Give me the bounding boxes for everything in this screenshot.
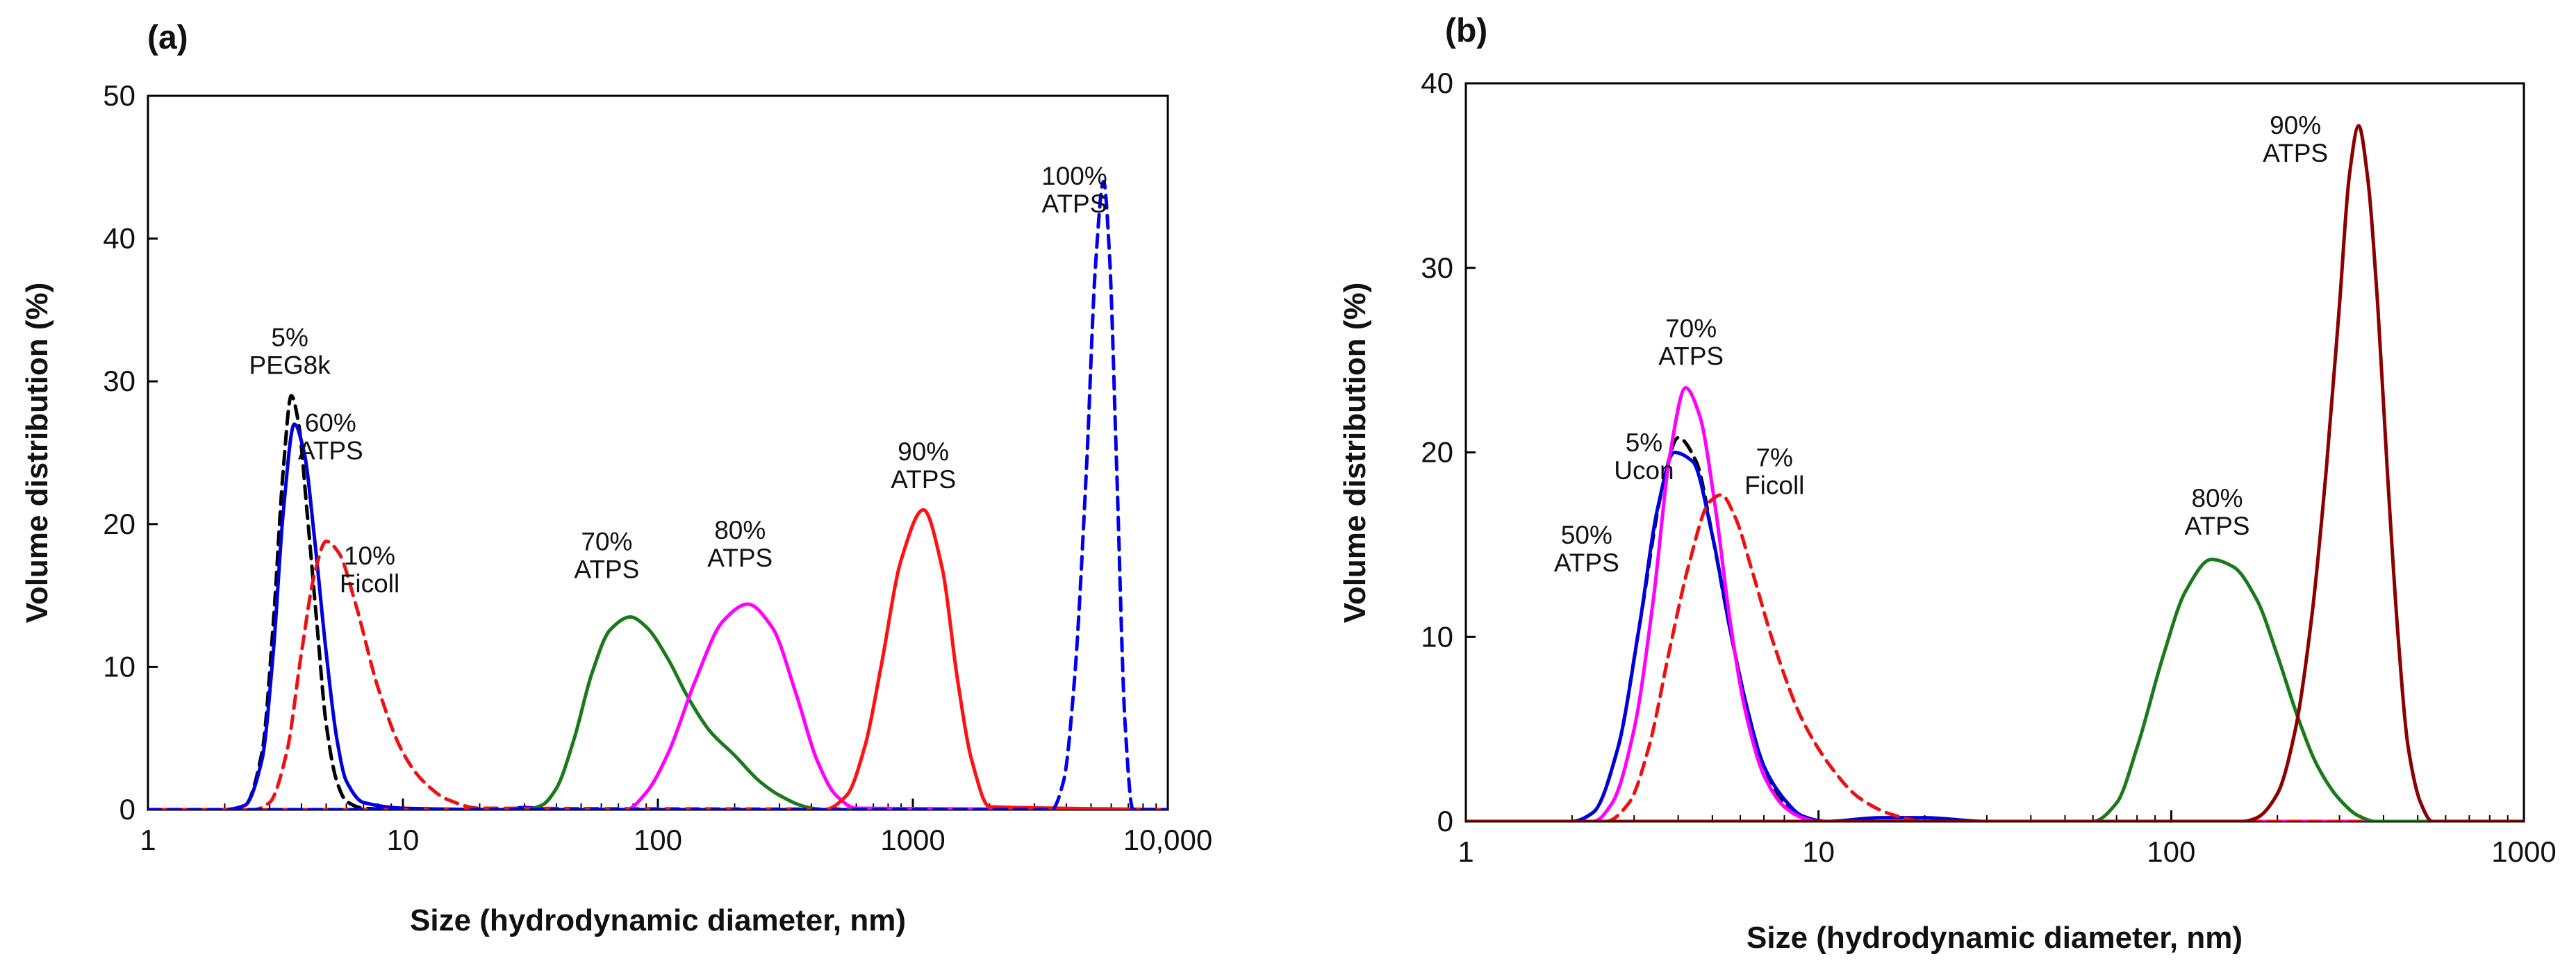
panel-a-series-70pct-atps bbox=[148, 615, 1168, 810]
panel-a-annotation-line: 5% bbox=[271, 323, 308, 351]
panel-b-y-axis-title: Volume distribution (%) bbox=[1338, 283, 1372, 624]
panel-a-y-tick-label: 50 bbox=[103, 79, 135, 112]
panel-a-annotation-line: ATPS bbox=[298, 437, 363, 465]
panel-b-annotation-line: 80% bbox=[2191, 484, 2243, 512]
panel-a-x-axis-title: Size (hydrodynamic diameter, nm) bbox=[410, 903, 906, 937]
panel-b-series-90pct-atps bbox=[1466, 124, 2524, 821]
panel-a-y-tick-label: 10 bbox=[103, 650, 135, 683]
panel-b-annotation-line: 7% bbox=[1756, 443, 1792, 471]
panel-b-annotation-line: ATPS bbox=[1658, 342, 1724, 370]
panel-a-x-tick-label: 10,000 bbox=[1123, 824, 1212, 856]
panel-a-y-tick-label: 40 bbox=[103, 222, 135, 255]
panel-a-y-tick-label: 0 bbox=[119, 793, 135, 826]
panel-a-series-100pct-atps bbox=[148, 179, 1168, 810]
panel-a-annotation-line: 80% bbox=[714, 516, 766, 544]
panel-b-annotation-line: ATPS bbox=[1554, 549, 1619, 577]
panel-a-x-tick-label: 1000 bbox=[880, 824, 945, 856]
panel-b-x-tick-label: 100 bbox=[2147, 835, 2195, 868]
panel-a-annotation-line: PEG8k bbox=[249, 351, 331, 379]
panel-a-x-tick-label: 10 bbox=[387, 824, 420, 856]
panel-b-x-axis-title: Size (hydrodynamic diameter, nm) bbox=[1747, 921, 2243, 955]
panel-a-annotation-line: 70% bbox=[581, 527, 632, 556]
panel-a-annotation-line: Ficoll bbox=[340, 569, 399, 598]
panel-b-annotation-line: 50% bbox=[1561, 521, 1612, 549]
panel-b-annotation-line: Ficoll bbox=[1744, 471, 1804, 499]
panel-b-annotation: 5% Ucon bbox=[1614, 428, 1674, 485]
panel-b-annotation: 70% ATPS bbox=[1658, 314, 1724, 370]
panel-a-annotation: 60% ATPS bbox=[298, 409, 363, 465]
panel-b-y-tick-label: 10 bbox=[1421, 620, 1453, 653]
panel-a-annotation-line: ATPS bbox=[1042, 190, 1107, 218]
panel-a-annotation: 70% ATPS bbox=[574, 527, 639, 583]
panel-a-x-tick-label: 1 bbox=[140, 824, 156, 856]
panel-b-y-tick-label: 40 bbox=[1421, 67, 1453, 99]
panel-a-y-tick-label: 30 bbox=[103, 365, 135, 397]
panel-b-annotation-line: 70% bbox=[1665, 314, 1717, 342]
panel-b-y-tick-label: 20 bbox=[1421, 436, 1453, 469]
panel-a-annotation-line: 100% bbox=[1041, 162, 1107, 190]
panel-a-series-60pct-atps bbox=[148, 422, 1168, 810]
panel-b-annotation-line: 90% bbox=[2270, 111, 2321, 140]
panel-a-x-tick-label: 100 bbox=[634, 824, 682, 856]
panel-b-annotation: 90% ATPS bbox=[2263, 111, 2328, 167]
panel-b-x-tick-label: 1 bbox=[1458, 835, 1473, 868]
panel-b-series-80pct-atps bbox=[1466, 558, 2524, 821]
panel-a: (a) Size (hydrodynamic diameter, nm) Vol… bbox=[20, 19, 1212, 937]
panel-a-annotation-line: ATPS bbox=[574, 555, 639, 583]
panel-a-annotation: 100% ATPS bbox=[1041, 162, 1107, 218]
panel-a-annotation: 5% PEG8k bbox=[249, 323, 331, 379]
panel-b-annotation: 50% ATPS bbox=[1554, 521, 1619, 577]
panel-b-x-tick-label: 1000 bbox=[2491, 835, 2556, 868]
panel-b-y-tick-label: 30 bbox=[1421, 251, 1453, 284]
panel-a-annotation-line: 90% bbox=[898, 437, 949, 466]
panel-a-annotation-line: 10% bbox=[344, 542, 395, 570]
panel-b-annotation-line: ATPS bbox=[2185, 512, 2250, 540]
panel-a-y-axis-title: Volume distribution (%) bbox=[20, 283, 54, 624]
panel-b-annotation-line: ATPS bbox=[2263, 139, 2328, 167]
panel-a-series-90pct-atps bbox=[148, 508, 1168, 810]
panel-b-annotation-line: 5% bbox=[1626, 428, 1662, 457]
panel-a-series-80pct-atps bbox=[148, 602, 1168, 810]
panel-a-label: (a) bbox=[147, 19, 188, 56]
panel-a-annotation: 90% ATPS bbox=[891, 437, 956, 494]
panel-b: (b) Size (hydrodynamic diameter, nm) Vol… bbox=[1338, 12, 2557, 955]
panel-b-annotation-line: Ucon bbox=[1614, 456, 1674, 485]
panel-b-series-70pct-atps bbox=[1466, 385, 2524, 821]
panel-b-label: (b) bbox=[1445, 12, 1487, 49]
panel-b-annotation: 7% Ficoll bbox=[1744, 443, 1804, 499]
panel-a-annotation-line: ATPS bbox=[891, 465, 956, 494]
panel-a-annotation: 10% Ficoll bbox=[340, 542, 399, 598]
panel-b-y-tick-label: 0 bbox=[1437, 805, 1453, 837]
panel-a-annotation: 80% ATPS bbox=[707, 516, 773, 572]
panel-a-annotation-line: 60% bbox=[305, 409, 356, 437]
panel-b-annotation: 80% ATPS bbox=[2185, 484, 2250, 540]
panel-a-y-tick-label: 20 bbox=[103, 508, 135, 540]
panel-a-series-10pct-ficoll bbox=[148, 539, 1168, 810]
panel-b-x-tick-label: 10 bbox=[1802, 835, 1835, 868]
panel-a-annotation-line: ATPS bbox=[707, 544, 773, 572]
